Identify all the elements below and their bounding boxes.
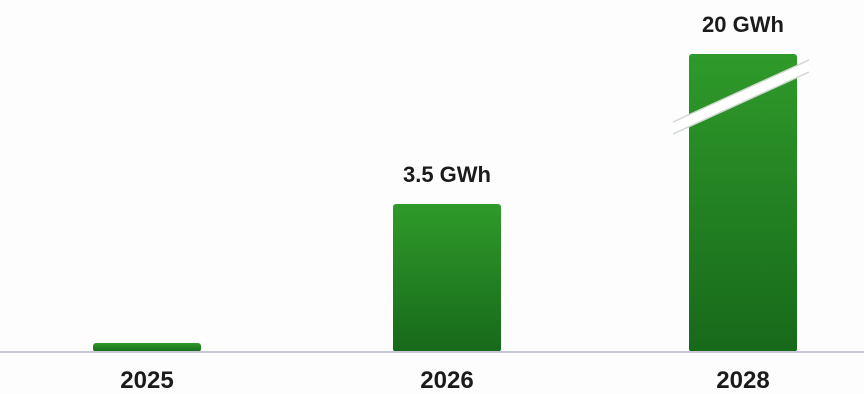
axis-break-edge <box>672 59 810 123</box>
axis-break-mark <box>670 60 812 134</box>
data-label-2026: 3.5 GWh <box>403 162 491 187</box>
bar-2025 <box>93 343 201 352</box>
bar-2026 <box>393 204 501 352</box>
x-tick-label-2025: 2025 <box>120 367 173 394</box>
bar-2028 <box>689 54 797 352</box>
x-tick-label-2028: 2028 <box>716 367 769 394</box>
bars-layer <box>93 54 812 352</box>
labels-layer: 2025 3.5 GWh 2026 20 GWh 2028 <box>120 12 784 394</box>
data-label-2028: 20 GWh <box>702 12 784 37</box>
x-tick-label-2026: 2026 <box>420 367 473 394</box>
axis-break-edge <box>672 71 810 135</box>
